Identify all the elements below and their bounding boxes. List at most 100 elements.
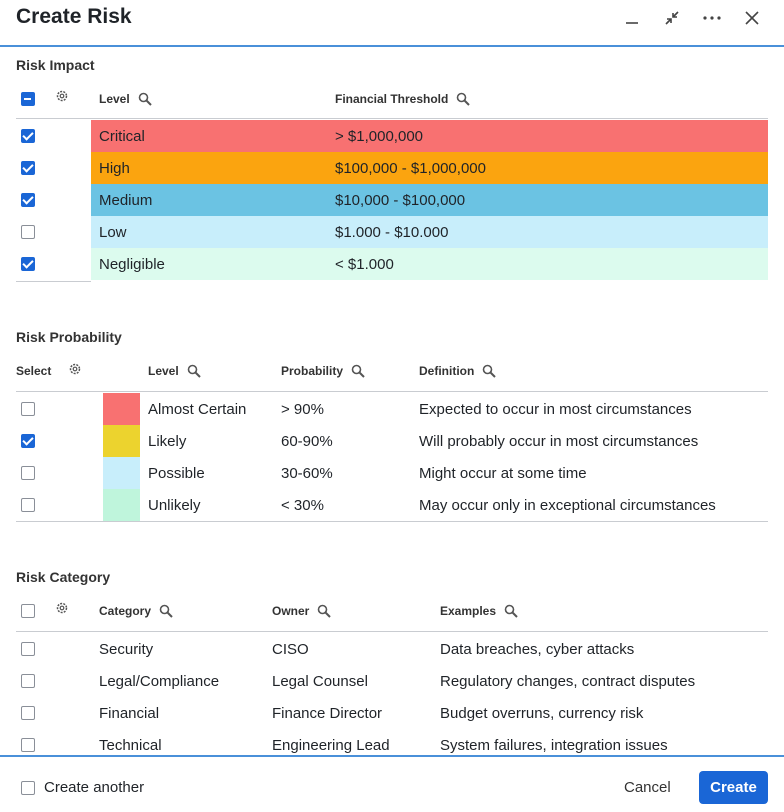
probability-level-cell: Unlikely xyxy=(148,497,201,514)
impact-level-header-label: Level xyxy=(99,92,130,106)
dialog-body[interactable]: Risk Impact Level Financial Threshold Cr… xyxy=(0,48,784,755)
probability-color-swatch xyxy=(103,489,140,521)
category-examples-cell: Data breaches, cyber attacks xyxy=(440,641,635,658)
close-icon[interactable] xyxy=(740,6,764,30)
create-another-label[interactable]: Create another xyxy=(44,779,145,796)
probability-row-checkbox[interactable] xyxy=(21,434,35,448)
category-examples-cell: System failures, integration issues xyxy=(440,737,668,754)
category-examples-cell: Budget overruns, currency risk xyxy=(440,705,644,722)
impact-header-divider xyxy=(16,118,768,119)
search-icon[interactable] xyxy=(482,364,497,378)
probability-definition-header[interactable]: Definition xyxy=(419,364,497,378)
impact-row-band[interactable] xyxy=(91,120,768,152)
impact-threshold-cell: < $1.000 xyxy=(335,256,394,273)
category-row-checkbox[interactable] xyxy=(21,706,35,720)
impact-level-cell: Critical xyxy=(99,128,145,145)
impact-row-band[interactable] xyxy=(91,216,768,248)
impact-level-cell: High xyxy=(99,160,130,177)
impact-level-cell: Medium xyxy=(99,192,153,209)
probability-color-swatch xyxy=(103,393,140,425)
probability-probability-cell: > 90% xyxy=(281,401,324,418)
impact-threshold-cell: $10,000 - $100,000 xyxy=(335,192,466,209)
impact-threshold-cell: > $1,000,000 xyxy=(335,128,424,145)
category-name-cell: Legal/Compliance xyxy=(99,673,220,690)
impact-row-band[interactable] xyxy=(91,152,768,184)
gear-icon[interactable] xyxy=(68,362,82,381)
category-category-header-label: Category xyxy=(99,604,152,618)
probability-row-checkbox[interactable] xyxy=(21,498,35,512)
search-icon[interactable] xyxy=(456,92,471,106)
impact-row-checkbox[interactable] xyxy=(21,129,35,143)
probability-color-swatch xyxy=(103,457,140,489)
search-icon[interactable] xyxy=(504,604,518,618)
search-icon[interactable] xyxy=(351,364,365,378)
more-icon[interactable] xyxy=(700,6,724,30)
probability-definition-cell: Will probably occur in most circumstance… xyxy=(419,433,699,450)
category-owner-cell: Legal Counsel xyxy=(272,673,368,690)
probability-level-header-label: Level xyxy=(148,364,179,378)
search-icon[interactable] xyxy=(138,92,152,106)
probability-bottom-divider xyxy=(16,521,768,522)
gear-icon[interactable] xyxy=(55,89,69,108)
impact-row-band[interactable] xyxy=(91,248,768,280)
select-all-impact-checkbox[interactable] xyxy=(21,92,35,106)
probability-definition-cell: Might occur at some time xyxy=(419,465,587,482)
probability-probability-header-label: Probability xyxy=(281,364,344,378)
search-icon[interactable] xyxy=(159,604,173,618)
category-owner-cell: Engineering Lead xyxy=(272,737,390,754)
impact-threshold-header[interactable]: Financial Threshold xyxy=(335,92,471,106)
category-name-cell: Financial xyxy=(99,705,160,722)
probability-definition-cell: May occur only in exceptional circumstan… xyxy=(419,497,716,514)
impact-row-band[interactable] xyxy=(91,184,768,216)
section-title-probability: Risk Probability xyxy=(16,329,122,345)
impact-row-checkbox[interactable] xyxy=(21,161,35,175)
impact-bottom-divider xyxy=(16,281,91,282)
category-name-cell: Security xyxy=(99,641,154,658)
category-owner-cell: Finance Director xyxy=(272,705,383,722)
probability-select-header: Select xyxy=(16,364,51,378)
impact-level-header[interactable]: Level xyxy=(99,92,152,106)
probability-probability-cell: 60-90% xyxy=(281,433,333,450)
gear-icon[interactable] xyxy=(55,601,69,620)
impact-threshold-cell: $100,000 - $1,000,000 xyxy=(335,160,486,177)
probability-probability-cell: < 30% xyxy=(281,497,324,514)
probability-row-checkbox[interactable] xyxy=(21,466,35,480)
category-row-checkbox[interactable] xyxy=(21,642,35,656)
search-icon[interactable] xyxy=(187,364,201,378)
category-examples-header[interactable]: Examples xyxy=(440,604,518,618)
category-row-checkbox[interactable] xyxy=(21,738,35,752)
search-icon[interactable] xyxy=(317,604,332,618)
cancel-button[interactable]: Cancel xyxy=(624,779,671,796)
category-category-header[interactable]: Category xyxy=(99,604,173,618)
probability-level-cell: Almost Certain xyxy=(148,401,247,418)
minimize-icon[interactable] xyxy=(620,6,644,30)
category-name-cell: Technical xyxy=(99,737,162,754)
dialog-footer: Create another Cancel Create xyxy=(0,755,784,812)
impact-level-cell: Negligible xyxy=(99,256,165,273)
create-button[interactable]: Create xyxy=(699,771,768,804)
select-all-category-checkbox[interactable] xyxy=(21,604,35,618)
impact-level-cell: Low xyxy=(99,224,127,241)
probability-definition-cell: Expected to occur in most circumstances xyxy=(419,401,692,418)
probability-level-cell: Likely xyxy=(148,433,187,450)
category-owner-header[interactable]: Owner xyxy=(272,604,332,618)
probability-definition-header-label: Definition xyxy=(419,364,475,378)
probability-header-divider xyxy=(16,391,768,392)
impact-threshold-cell: $1.000 - $10.000 xyxy=(335,224,449,241)
impact-row-checkbox[interactable] xyxy=(21,257,35,271)
create-another-checkbox[interactable] xyxy=(21,781,35,795)
collapse-icon[interactable] xyxy=(660,6,684,30)
impact-threshold-header-label: Financial Threshold xyxy=(335,92,449,106)
category-row-checkbox[interactable] xyxy=(21,674,35,688)
dialog-title: Create Risk xyxy=(16,5,132,28)
section-title-category: Risk Category xyxy=(16,569,111,585)
probability-row-checkbox[interactable] xyxy=(21,402,35,416)
category-owner-header-label: Owner xyxy=(272,604,310,618)
category-header-divider xyxy=(16,631,768,632)
impact-row-checkbox[interactable] xyxy=(21,225,35,239)
probability-level-header[interactable]: Level xyxy=(148,364,201,378)
impact-row-checkbox[interactable] xyxy=(21,193,35,207)
probability-color-swatch xyxy=(103,425,140,457)
probability-probability-header[interactable]: Probability xyxy=(281,364,365,378)
probability-probability-cell: 30-60% xyxy=(281,465,333,482)
